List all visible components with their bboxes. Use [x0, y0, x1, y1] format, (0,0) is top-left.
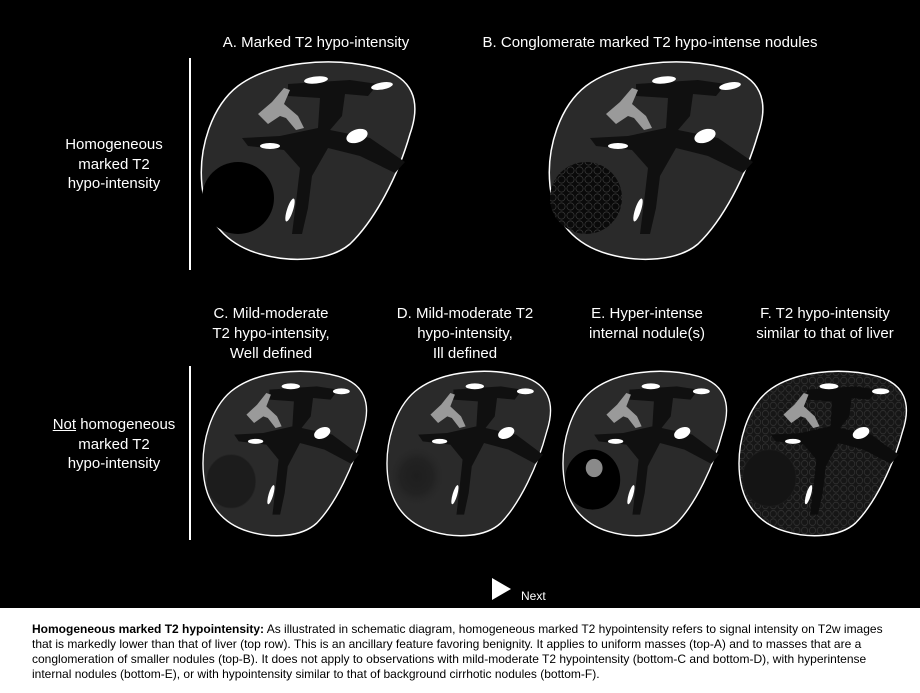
- panel-c-title-line-2: T2 hypo-intensity,: [196, 324, 346, 344]
- lesion-mild-ill-defined: [388, 445, 446, 508]
- bright-structure-4: [248, 439, 263, 444]
- bright-structure-2: [872, 388, 889, 394]
- panel-d-title-line-2: hypo-intensity,: [380, 324, 550, 344]
- panel-a-title: A. Marked T2 hypo-intensity: [196, 33, 436, 53]
- liver-diagram-a: [200, 58, 422, 262]
- bright-structure-2: [693, 388, 710, 394]
- panel-b-title: B. Conglomerate marked T2 hypo-intense n…: [460, 33, 840, 53]
- liver-diagram-e: [562, 368, 732, 538]
- liver-diagram-c: [202, 368, 372, 538]
- lesion-similar-to-liver: [743, 450, 796, 507]
- row-label-top: Homogeneous marked T2 hypo-intensity: [34, 135, 194, 194]
- panel-c-title-line-3: Well defined: [196, 344, 346, 364]
- row-divider-bottom: [189, 366, 191, 540]
- panel-f-title-line-2: similar to that of liver: [740, 324, 910, 344]
- panel-e-title: E. Hyper-intense internal nodule(s): [572, 304, 722, 344]
- panel-c-title: C. Mild-moderate T2 hypo-intensity, Well…: [196, 304, 346, 364]
- row-label-top-line-1: Homogeneous: [34, 135, 194, 155]
- liver-diagram-d: [386, 368, 556, 538]
- panel-f-title: F. T2 hypo-intensity similar to that of …: [740, 304, 910, 344]
- panel-d-title: D. Mild-moderate T2 hypo-intensity, Ill …: [380, 304, 550, 364]
- lesion-mild-well-defined: [207, 455, 256, 508]
- caption-heading: Homogeneous marked T2 hypointensity:: [32, 622, 264, 636]
- row-label-bottom-homogeneous: homogeneous: [76, 416, 175, 433]
- row-label-bottom-line-1: Not homogeneous: [34, 415, 194, 435]
- row-label-bottom-not: Not: [53, 416, 76, 433]
- panel-e-title-line-2: internal nodule(s): [572, 324, 722, 344]
- bright-structure-1: [642, 383, 660, 389]
- next-button[interactable]: Next: [492, 578, 552, 608]
- bright-structure-2: [517, 388, 534, 394]
- play-arrow-icon[interactable]: [492, 578, 511, 600]
- lesion-conglomerate-nodules: [550, 162, 622, 234]
- caption-box: Homogeneous marked T2 hypointensity: As …: [0, 608, 920, 693]
- row-label-bottom: Not homogeneous marked T2 hypo-intensity: [34, 415, 194, 474]
- row-divider-top: [189, 58, 191, 270]
- panel-c-title-line-1: C. Mild-moderate: [196, 304, 346, 324]
- liver-diagram-b: [548, 58, 770, 262]
- row-label-bottom-line-2: marked T2: [34, 435, 194, 455]
- bright-structure-4: [785, 439, 801, 444]
- panel-d-title-line-3: Ill defined: [380, 344, 550, 364]
- bright-structure-4: [432, 439, 447, 444]
- panel-e-title-line-1: E. Hyper-intense: [572, 304, 722, 324]
- bright-structure-1: [282, 383, 300, 389]
- panel-d-title-line-1: D. Mild-moderate T2: [380, 304, 550, 324]
- hyperintense-internal-nodule: [586, 459, 603, 477]
- bright-structure-1: [466, 383, 484, 389]
- next-label[interactable]: Next: [521, 589, 546, 603]
- bright-structure-1: [820, 383, 839, 389]
- row-label-top-line-3: hypo-intensity: [34, 174, 194, 194]
- bright-structure-2: [333, 388, 350, 394]
- bright-structure-4: [608, 439, 623, 444]
- lesion-with-internal-nodule: [565, 450, 620, 510]
- liver-diagram-f: [738, 368, 912, 538]
- row-label-top-line-2: marked T2: [34, 155, 194, 175]
- bright-structure-4: [608, 143, 628, 149]
- bright-structure-4: [260, 143, 280, 149]
- row-label-bottom-line-3: hypo-intensity: [34, 454, 194, 474]
- panel-f-title-line-1: F. T2 hypo-intensity: [740, 304, 910, 324]
- lesion-marked-hypointense: [202, 162, 274, 234]
